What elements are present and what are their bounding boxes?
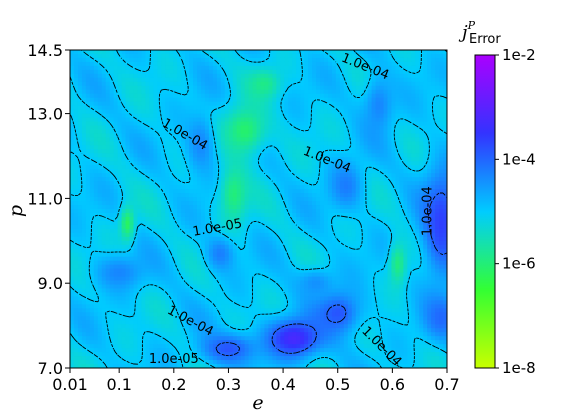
x-tick-label: 0.4 (270, 375, 295, 394)
y-tick-label: 9.0 (38, 274, 63, 293)
contour-label: 1.0e-05 (149, 352, 199, 367)
colorbar-tick-label: 1e-8 (502, 359, 536, 377)
x-axis-ticks: 0.01 0.1 0.2 0.3 0.4 0.5 0.6 0.7 (52, 368, 460, 394)
colorbar-ticks: 1e-2 1e-4 1e-6 1e-8 (495, 46, 536, 377)
y-tick-label: 11.0 (27, 189, 63, 208)
contour-label: 1.0e-04 (420, 186, 435, 236)
colorbar-title: jP Error (458, 19, 501, 47)
x-tick-label: 0.01 (52, 375, 88, 394)
heatmap-field (70, 50, 447, 368)
colorbar-tick-label: 1e-4 (502, 150, 536, 168)
y-tick-label: 7.0 (38, 359, 63, 378)
x-axis-title: e (252, 392, 263, 414)
contour-line (215, 192, 447, 357)
y-tick-label: 14.5 (27, 41, 63, 60)
x-tick-label: 0.5 (325, 375, 350, 394)
x-tick-label: 0.6 (380, 375, 405, 394)
plot-frame (69, 49, 448, 369)
colorbar (474, 54, 496, 369)
x-tick-label: 0.1 (106, 375, 131, 394)
y-axis-title: p (5, 205, 27, 217)
colorbar-tick-label: 1e-2 (502, 46, 536, 64)
x-tick-label: 0.7 (434, 375, 459, 394)
contour-lines (70, 50, 447, 368)
colorbar-tick-label: 1e-6 (502, 255, 536, 273)
x-tick-label: 0.3 (216, 375, 241, 394)
y-tick-label: 13.0 (27, 105, 63, 124)
x-tick-label: 0.2 (161, 375, 186, 394)
y-axis-ticks: 7.0 9.0 11.0 13.0 14.5 (27, 41, 70, 378)
